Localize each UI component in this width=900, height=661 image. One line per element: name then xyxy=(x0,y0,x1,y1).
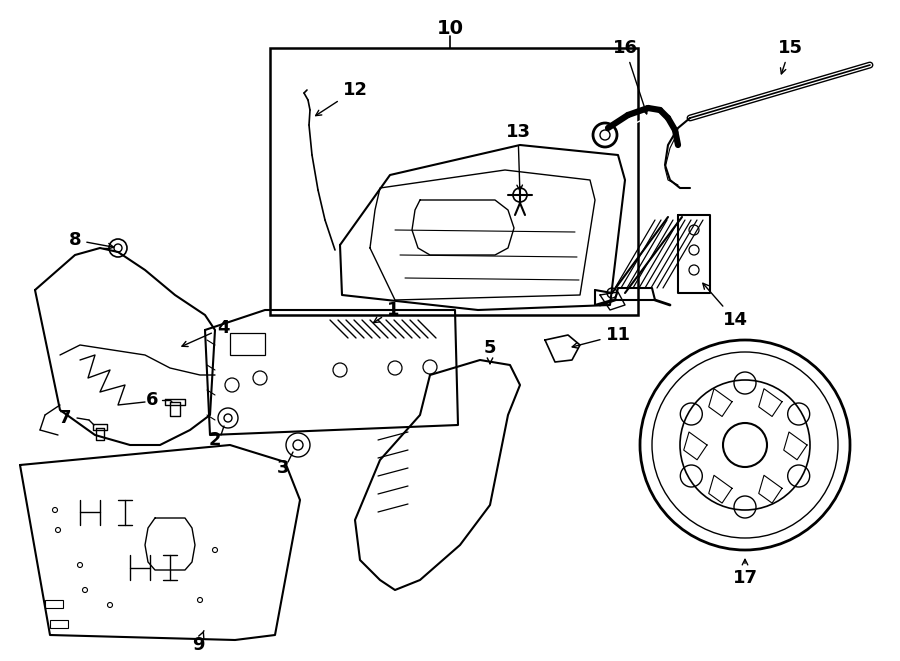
Bar xyxy=(270,48,638,315)
Text: 15: 15 xyxy=(778,39,803,74)
Text: 13: 13 xyxy=(506,123,530,190)
Bar xyxy=(230,333,265,355)
Text: 9: 9 xyxy=(192,631,204,654)
Text: 14: 14 xyxy=(703,284,748,329)
Bar xyxy=(45,600,63,608)
Text: 1: 1 xyxy=(374,301,400,323)
Text: 5: 5 xyxy=(484,339,496,364)
Text: 6: 6 xyxy=(146,391,158,409)
Text: 3: 3 xyxy=(277,459,289,477)
Text: 8: 8 xyxy=(68,231,113,249)
Text: 12: 12 xyxy=(316,81,367,116)
Text: 2: 2 xyxy=(209,431,221,449)
Text: 4: 4 xyxy=(182,319,230,346)
Text: 11: 11 xyxy=(572,326,631,348)
Text: 16: 16 xyxy=(613,39,648,114)
Text: 17: 17 xyxy=(733,559,758,587)
Bar xyxy=(50,620,68,628)
Text: 7: 7 xyxy=(58,409,71,427)
Text: 10: 10 xyxy=(436,19,464,38)
